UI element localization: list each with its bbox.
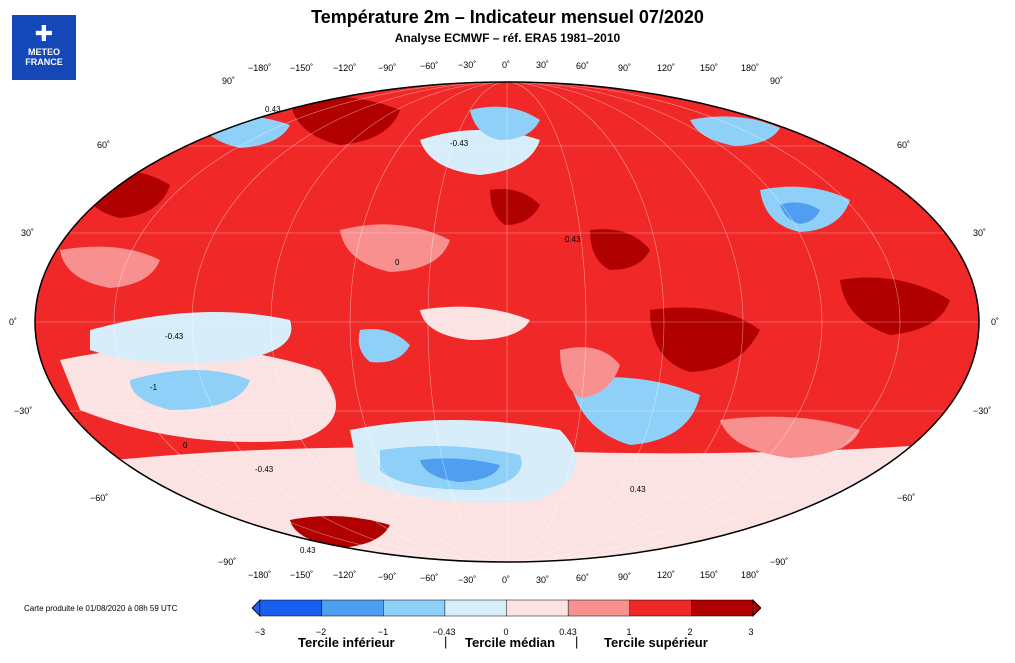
graticule	[35, 82, 979, 562]
lat-label-left: −30˚	[14, 406, 33, 416]
legend-swatch	[321, 599, 384, 617]
tercile-mid-label: Tercile médian	[465, 635, 556, 650]
lat-label-right: −90˚	[770, 557, 789, 567]
lon-label-bottom: 30˚	[536, 575, 550, 585]
legend-tick: 2	[687, 627, 693, 637]
lat-label-left: −60˚	[90, 493, 109, 503]
map-title: Température 2m – Indicateur mensuel 07/2…	[311, 7, 704, 27]
meteo-france-logo: ✚ METEO FRANCE	[12, 15, 76, 80]
lon-label-bottom: 180˚	[741, 570, 760, 580]
legend-swatch	[506, 599, 569, 617]
legend-tick: 0	[503, 627, 509, 637]
legend-tick: −1	[377, 627, 389, 637]
legend-tick: −2	[315, 627, 327, 637]
legend-swatch	[383, 599, 446, 617]
lat-label-right: 90˚	[770, 76, 784, 86]
lat-label-right: 0˚	[991, 317, 1000, 327]
contour-label: 0	[395, 258, 400, 267]
tercile-low-label: Tercile inférieur	[298, 635, 395, 650]
legend-tick: −3	[254, 627, 266, 637]
legend-tick: 1	[626, 627, 632, 637]
contour-label: 0.43	[630, 485, 646, 494]
production-credit: Carte produite le 01/08/2020 à 08h 59 UT…	[24, 604, 178, 613]
lat-label-left: 0˚	[9, 317, 18, 327]
lon-label-bottom: −60˚	[420, 573, 439, 583]
lon-label-bottom: 60˚	[576, 573, 590, 583]
lon-label-top: 120˚	[657, 63, 676, 73]
lat-label-right: 30˚	[973, 228, 987, 238]
legend-swatch	[259, 599, 323, 617]
logo-mark-icon: ✚	[34, 21, 54, 46]
lon-label-top: −150˚	[290, 63, 314, 73]
lon-label-top: 150˚	[700, 63, 719, 73]
anomaly-field	[35, 82, 979, 562]
lon-label-top: 0˚	[502, 60, 511, 70]
lat-label-right: −60˚	[897, 493, 916, 503]
legend-tick: −0.43	[432, 627, 456, 637]
lon-label-bottom: −30˚	[458, 575, 477, 585]
contour-label: -0.43	[255, 465, 274, 474]
color-legend	[252, 598, 761, 618]
lon-label-bottom: −90˚	[378, 572, 397, 582]
lon-label-bottom: −120˚	[333, 570, 357, 580]
lat-label-left: 90˚	[222, 76, 236, 86]
lon-label-top: 60˚	[576, 61, 590, 71]
lon-label-bottom: 150˚	[700, 570, 719, 580]
legend-tick: 0.43	[559, 627, 577, 637]
lat-label-left: 30˚	[21, 228, 35, 238]
lon-label-top: 180˚	[741, 63, 760, 73]
tercile-separator: |	[444, 634, 448, 649]
globe-outline	[34, 81, 980, 563]
tercile-high-label: Tercile supérieur	[604, 635, 708, 650]
legend-swatch	[691, 599, 754, 617]
contour-label: 0.43	[300, 546, 316, 555]
lat-label-left: 60˚	[97, 140, 111, 150]
lon-label-top: 30˚	[536, 60, 550, 70]
lon-label-top: −180˚	[248, 63, 272, 73]
tercile-separator: |	[575, 634, 579, 649]
lon-label-bottom: −150˚	[290, 570, 314, 580]
legend-arrow-left	[252, 599, 261, 617]
contour-label: -1	[150, 383, 158, 392]
map-subtitle: Analyse ECMWF – réf. ERA5 1981–2010	[394, 31, 621, 45]
legend-swatch	[629, 599, 692, 617]
legend-swatch	[444, 599, 508, 617]
lon-label-top: 90˚	[618, 63, 632, 73]
logo-text-line2: FRANCE	[25, 57, 63, 67]
legend-swatch	[567, 599, 631, 617]
lon-label-top: −120˚	[333, 63, 357, 73]
lon-label-top: −60˚	[420, 61, 439, 71]
lon-label-bottom: 90˚	[618, 572, 632, 582]
lon-label-top: −90˚	[378, 63, 397, 73]
lon-label-bottom: 120˚	[657, 570, 676, 580]
legend-tick: 3	[748, 627, 754, 637]
lat-label-right: −30˚	[973, 406, 992, 416]
contour-label: -0.43	[165, 332, 184, 341]
logo-text-line1: METEO	[27, 47, 60, 57]
lon-label-top: −30˚	[458, 60, 477, 70]
lat-label-left: −90˚	[218, 557, 237, 567]
contour-label: 0.43	[565, 235, 581, 244]
contour-label: 0.43	[265, 105, 281, 114]
lat-label-right: 60˚	[897, 140, 911, 150]
lon-label-bottom: −180˚	[248, 570, 272, 580]
contour-label: 0	[183, 441, 188, 450]
lon-label-bottom: 0˚	[502, 575, 511, 585]
legend-arrow-right	[752, 599, 761, 617]
contour-label: -0.43	[450, 139, 469, 148]
